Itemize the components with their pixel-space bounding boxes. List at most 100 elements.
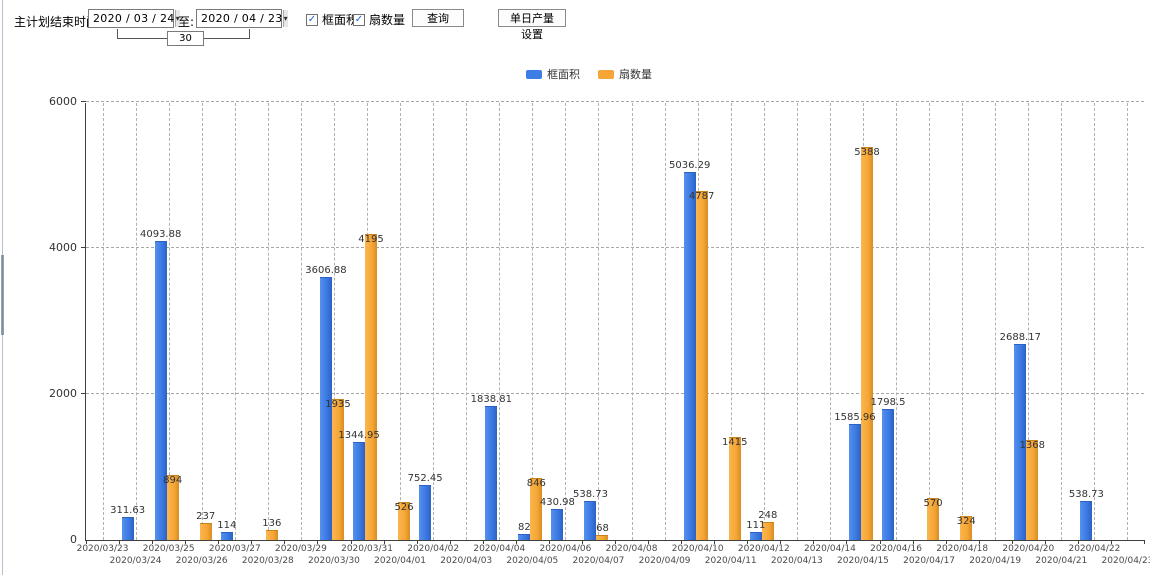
chevron-down-icon[interactable]: ▾ xyxy=(282,10,288,27)
bar-value-label: 136 xyxy=(262,518,282,530)
date-to-picker[interactable]: 2020 / 04 / 23 ▾ xyxy=(196,9,288,28)
x-axis-label: 2020/04/13 xyxy=(770,556,823,566)
bar-frame-area[interactable] xyxy=(518,534,531,540)
category-slot xyxy=(615,103,648,540)
x-axis-tick xyxy=(152,540,154,544)
bar-fan-count[interactable] xyxy=(860,146,873,540)
bar-fan-count[interactable] xyxy=(695,190,708,540)
bar-frame-area[interactable] xyxy=(584,500,597,540)
bar-fan-count[interactable] xyxy=(166,474,179,540)
category-slot: 114 xyxy=(217,103,251,540)
category-slot: 1838.81 xyxy=(471,103,516,540)
bar-fan-count[interactable] xyxy=(365,233,378,540)
x-gridline xyxy=(565,103,567,540)
bar-fan-count[interactable] xyxy=(596,535,609,540)
bar-frame-area[interactable] xyxy=(882,408,895,540)
x-axis-label: 2020/04/11 xyxy=(704,556,757,566)
bar-frame-area[interactable] xyxy=(749,531,762,540)
query-button[interactable]: 查询 xyxy=(412,9,464,27)
bar-frame-area[interactable] xyxy=(1080,500,1093,540)
bar-fan-count[interactable] xyxy=(199,522,212,540)
bar-value-label: 1935 xyxy=(325,398,351,410)
category-slot: 526 xyxy=(384,103,417,540)
bar-frame-area[interactable] xyxy=(1014,343,1027,540)
category-slot: 1798.5 xyxy=(871,103,913,540)
bar-frame-area[interactable] xyxy=(683,172,696,540)
x-gridline xyxy=(234,103,236,540)
x-axis-label: 2020/04/16 xyxy=(870,544,922,554)
x-axis-tick xyxy=(449,540,451,544)
bar-fan-count[interactable] xyxy=(530,478,543,540)
bar-frame-area[interactable] xyxy=(319,276,332,540)
bar-value-label: 894 xyxy=(163,474,183,486)
chevron-down-icon[interactable]: ▾ xyxy=(174,10,180,27)
interval-connector-right xyxy=(204,29,250,39)
bar-value-label: 5036.29 xyxy=(668,160,711,172)
x-axis-label: 2020/04/15 xyxy=(837,556,889,566)
category-slot: 2688.17 1368 xyxy=(1000,103,1045,540)
bar-frame-area[interactable] xyxy=(419,485,432,540)
bar-frame-area[interactable] xyxy=(848,424,861,540)
left-scrollbar-thumb[interactable] xyxy=(1,255,4,335)
bar-value-label: 538.73 xyxy=(1068,488,1104,500)
checkbox-check-icon[interactable]: ✓ xyxy=(306,13,318,26)
bar-fan-count[interactable] xyxy=(728,436,741,540)
x-axis-label: 2020/04/10 xyxy=(671,544,724,554)
x-axis-label: 2020/03/26 xyxy=(175,556,228,566)
fan-count-checkbox-label: 扇数量 xyxy=(369,13,406,27)
bar-value-label: 1585.96 xyxy=(834,412,876,424)
x-axis-label: 2020/04/14 xyxy=(803,544,856,554)
legend-label: 扇数量 xyxy=(619,68,652,81)
x-axis-label: 2020/04/17 xyxy=(903,556,956,566)
y-gridline xyxy=(86,247,1144,248)
category-slot: 752.45 xyxy=(408,103,450,540)
bar-fan-count[interactable] xyxy=(1026,440,1039,540)
frame-area-checkbox-label: 框面积 xyxy=(322,13,359,27)
x-axis-label: 2020/04/07 xyxy=(572,556,625,566)
category-slot: 3606.88 1935 xyxy=(305,103,351,540)
bar-fan-count[interactable] xyxy=(761,521,774,540)
x-axis-label: 2020/04/08 xyxy=(605,544,658,554)
bar-value-label: 1415 xyxy=(721,436,748,448)
category-slot: 136 xyxy=(251,103,284,540)
daily-output-settings-button[interactable]: 单日产量设置 xyxy=(498,9,566,41)
bar-fan-count[interactable] xyxy=(398,501,411,540)
x-axis-tick xyxy=(813,540,815,544)
category-slot xyxy=(450,103,483,540)
bar-fan-count[interactable] xyxy=(960,516,973,540)
x-gridline xyxy=(300,103,302,540)
x-gridline xyxy=(962,103,964,540)
x-gridline xyxy=(201,103,203,540)
bar-frame-area[interactable] xyxy=(154,241,167,540)
x-axis-tick xyxy=(317,540,319,544)
y-axis-label: 6000 xyxy=(49,95,77,108)
x-axis-tick xyxy=(846,540,848,544)
interval-days-input[interactable]: 30 xyxy=(167,31,204,46)
legend-item-fan-count[interactable]: 扇数量 xyxy=(598,66,652,82)
x-axis-label: 2020/03/28 xyxy=(241,556,294,566)
fan-count-swatch-icon xyxy=(598,69,614,79)
bar-value-label: 114 xyxy=(217,519,237,531)
x-axis-tick xyxy=(284,540,286,544)
x-axis-tick xyxy=(681,540,683,544)
x-axis-label: 2020/03/30 xyxy=(308,556,360,566)
frame-area-checkbox[interactable]: ✓ 框面积 xyxy=(306,11,358,28)
category-slot xyxy=(86,103,119,540)
checkbox-check-icon[interactable]: ✓ xyxy=(353,13,365,26)
bar-frame-area[interactable] xyxy=(220,531,233,540)
bar-fan-count[interactable] xyxy=(265,530,278,540)
bar-value-label: 237 xyxy=(196,510,216,522)
date-from-picker[interactable]: 2020 / 03 / 24 ▾ xyxy=(88,9,180,28)
bar-fan-count[interactable] xyxy=(927,498,940,540)
legend-item-frame-area[interactable]: 框面积 xyxy=(526,66,580,82)
category-slot xyxy=(1045,103,1078,540)
bar-frame-area[interactable] xyxy=(353,441,366,540)
bar-frame-area[interactable] xyxy=(485,405,498,540)
fan-count-checkbox[interactable]: ✓ 扇数量 xyxy=(353,11,405,28)
bar-frame-area[interactable] xyxy=(121,517,134,540)
x-axis-tick xyxy=(1044,540,1046,544)
x-gridline xyxy=(102,103,104,540)
bar-frame-area[interactable] xyxy=(551,508,564,540)
bar-fan-count[interactable] xyxy=(331,398,344,540)
